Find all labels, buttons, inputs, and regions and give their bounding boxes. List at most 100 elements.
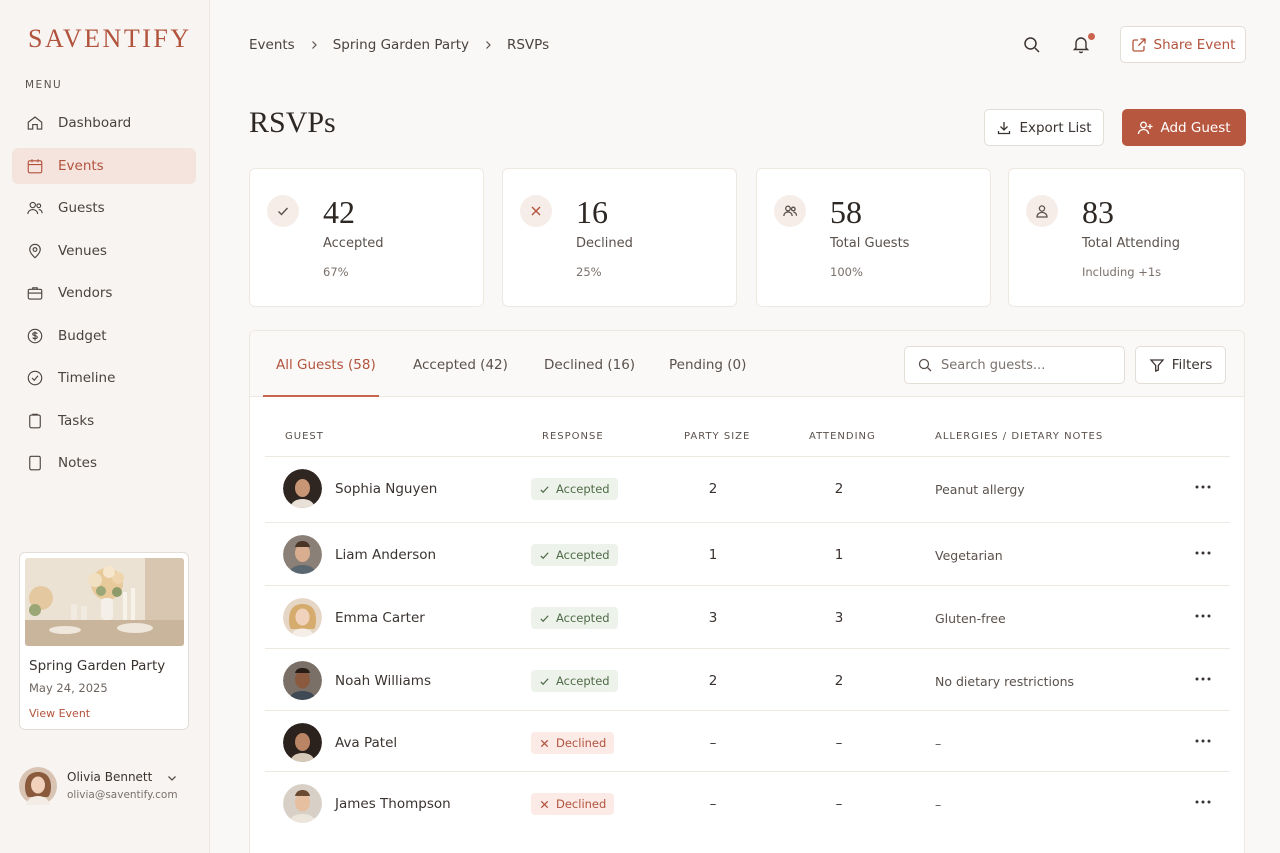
sidebar-item-guests[interactable]: Guests (12, 190, 196, 226)
table-row[interactable]: James Thompson Declined – – – (265, 771, 1230, 833)
status-badge: Accepted (531, 670, 618, 692)
more-options-icon[interactable] (1193, 545, 1213, 561)
tab-pending[interactable]: Pending (0) (669, 357, 746, 373)
status-badge: Declined (531, 732, 614, 754)
table-row[interactable]: Liam Anderson Accepted 1 1 Vegetarian (265, 522, 1230, 584)
more-options-icon[interactable] (1193, 794, 1213, 810)
sidebar-item-notes[interactable]: Notes (12, 445, 196, 481)
sidebar-item-venues[interactable]: Venues (12, 233, 196, 269)
search-box[interactable] (904, 346, 1125, 384)
status-badge: Accepted (531, 544, 618, 566)
breadcrumb-current: RSVPs (507, 37, 549, 53)
party-size: 1 (703, 547, 723, 563)
stat-card-declined: 16 Declined 25% (502, 168, 737, 307)
column-header-response[interactable]: RESPONSE (542, 431, 604, 442)
sidebar-item-dashboard[interactable]: Dashboard (12, 105, 196, 141)
column-header-notes[interactable]: ALLERGIES / DIETARY NOTES (935, 431, 1103, 442)
event-card-date: May 24, 2025 (29, 681, 108, 695)
event-photo (25, 558, 184, 646)
share-event-label: Share Event (1154, 37, 1236, 53)
x-icon (539, 738, 550, 749)
column-header-guest[interactable]: GUEST (285, 431, 324, 442)
sidebar-item-vendors[interactable]: Vendors (12, 275, 196, 311)
sidebar-item-label: Budget (58, 328, 107, 344)
home-icon (26, 114, 44, 132)
sidebar-item-tasks[interactable]: Tasks (12, 403, 196, 439)
attending-count: 1 (829, 547, 849, 563)
column-header-party-size[interactable]: PARTY SIZE (684, 431, 750, 442)
status-label: Accepted (556, 611, 610, 625)
more-options-icon[interactable] (1193, 733, 1213, 749)
sidebar-item-label: Tasks (58, 413, 94, 429)
avatar (283, 723, 322, 762)
filters-label: Filters (1172, 357, 1212, 373)
tab-all-guests[interactable]: All Guests (58) (276, 357, 376, 373)
more-options-icon[interactable] (1193, 608, 1213, 624)
filters-button[interactable]: Filters (1135, 346, 1226, 384)
user-profile[interactable]: Olivia Bennett olivia@saventify.com (19, 767, 194, 807)
table-row[interactable]: Sophia Nguyen Accepted 2 2 Peanut allerg… (265, 456, 1230, 518)
share-event-button[interactable]: Share Event (1120, 26, 1246, 63)
attending-count: 2 (829, 673, 849, 689)
sidebar-item-label: Venues (58, 243, 107, 259)
search-icon (917, 357, 933, 373)
briefcase-icon (26, 284, 44, 302)
x-icon (520, 195, 552, 227)
avatar (283, 535, 322, 574)
breadcrumb: Events Spring Garden Party RSVPs (249, 37, 549, 53)
more-options-icon[interactable] (1193, 671, 1213, 687)
breadcrumb-events[interactable]: Events (249, 37, 295, 53)
party-size: 2 (703, 673, 723, 689)
sidebar-nav: Dashboard Events Guests Venues Vendors B… (12, 105, 196, 488)
chevron-down-icon[interactable] (166, 772, 178, 784)
stat-subtext: 67% (323, 265, 349, 279)
breadcrumb-event[interactable]: Spring Garden Party (333, 37, 469, 53)
avatar (283, 661, 322, 700)
sidebar: SAVENTIFY MENU Dashboard Events Guests V… (0, 0, 210, 853)
share-icon (1131, 37, 1147, 53)
search-icon[interactable] (1022, 35, 1042, 55)
user-icon (1026, 195, 1058, 227)
table-row[interactable]: Noah Williams Accepted 2 2 No dietary re… (265, 648, 1230, 710)
users-icon (26, 199, 44, 217)
table-row[interactable]: Emma Carter Accepted 3 3 Gluten-free (265, 585, 1230, 647)
search-input[interactable] (941, 358, 1111, 373)
guest-table-panel: All Guests (58) Accepted (42) Declined (… (249, 330, 1245, 853)
sidebar-item-timeline[interactable]: Timeline (12, 360, 196, 396)
status-label: Declined (556, 797, 606, 811)
more-options-icon[interactable] (1193, 479, 1213, 495)
dietary-notes: Gluten-free (935, 611, 1006, 626)
check-icon (539, 676, 550, 687)
guest-name: Liam Anderson (335, 547, 436, 563)
status-badge: Accepted (531, 607, 618, 629)
sidebar-item-label: Dashboard (58, 115, 131, 131)
brand-logo[interactable]: SAVENTIFY (28, 24, 192, 54)
tab-declined[interactable]: Declined (16) (544, 357, 635, 373)
add-guest-button[interactable]: Add Guest (1122, 109, 1246, 146)
export-list-label: Export List (1019, 120, 1091, 136)
tab-accepted[interactable]: Accepted (42) (413, 357, 508, 373)
dietary-notes: – (935, 736, 941, 751)
download-icon (996, 120, 1012, 136)
active-tab-indicator (263, 395, 379, 397)
sidebar-item-label: Events (58, 158, 104, 174)
party-size: 3 (703, 610, 723, 626)
sidebar-item-label: Vendors (58, 285, 112, 301)
tabs-bar: All Guests (58) Accepted (42) Declined (… (250, 331, 1244, 397)
guest-name: Sophia Nguyen (335, 481, 437, 497)
export-list-button[interactable]: Export List (984, 109, 1104, 146)
sidebar-item-budget[interactable]: Budget (12, 318, 196, 354)
chevron-right-icon (483, 40, 493, 50)
dietary-notes: – (935, 797, 941, 812)
column-header-attending[interactable]: ATTENDING (809, 431, 876, 442)
party-size: – (703, 735, 723, 751)
stat-value: 83 (1082, 194, 1114, 231)
view-event-link[interactable]: View Event (29, 707, 90, 720)
table-row[interactable]: Ava Patel Declined – – – (265, 710, 1230, 772)
stat-label: Total Attending (1082, 236, 1180, 251)
check-icon (539, 613, 550, 624)
sidebar-item-events[interactable]: Events (12, 148, 196, 184)
chevron-right-icon (309, 40, 319, 50)
clipboard-icon (26, 412, 44, 430)
check-icon (267, 195, 299, 227)
